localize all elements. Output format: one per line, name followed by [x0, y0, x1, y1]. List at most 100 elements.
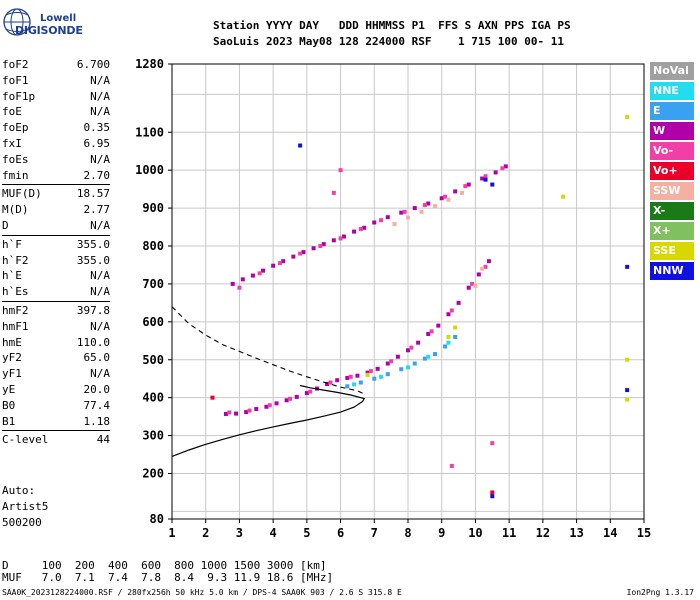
param-row: yE 20.0: [2, 382, 110, 398]
distance-row: D 100 200 400 600 800 1000 1500 3000 [km…: [2, 559, 327, 572]
data-point: [446, 312, 451, 317]
data-point: [470, 281, 475, 286]
data-point: [355, 373, 360, 378]
param-row: foE N/A: [2, 104, 110, 120]
param-value: 110.0: [76, 335, 110, 349]
legend-item-x-: X+: [650, 222, 694, 240]
data-point: [274, 401, 279, 406]
param-label: B0: [2, 398, 16, 412]
param-row: foEs N/A: [2, 152, 110, 168]
data-point: [301, 250, 306, 255]
data-point: [490, 494, 495, 499]
data-point: [395, 354, 400, 359]
data-point: [453, 335, 458, 339]
data-point: [230, 281, 235, 286]
data-point: [476, 272, 481, 277]
param-label: MUF(D): [2, 187, 42, 201]
x-tick-label: 8: [404, 526, 411, 540]
param-label: h`Es: [2, 285, 29, 299]
x-tick-label: 1: [168, 526, 175, 540]
param-label: yE: [2, 382, 16, 396]
param-value: N/A: [90, 285, 110, 299]
param-label: fxI: [2, 136, 22, 150]
data-point: [284, 398, 289, 403]
param-label: B1: [2, 414, 16, 428]
legend-item-e: E: [650, 102, 694, 120]
param-separator: [2, 184, 110, 186]
data-point: [416, 340, 421, 345]
data-point: [365, 372, 370, 377]
legend-item-nnw: NNW: [650, 262, 694, 280]
y-tick-label: 400: [142, 391, 164, 405]
param-value: N/A: [90, 73, 110, 87]
param-separator: [2, 234, 110, 236]
param-separator: [2, 300, 110, 302]
data-point: [321, 242, 326, 247]
param-value: 65.0: [83, 351, 111, 365]
y-tick-label: 1000: [135, 163, 164, 177]
param-label: hmE: [2, 335, 22, 349]
param-row: foEp 0.35: [2, 120, 110, 136]
data-point: [247, 408, 252, 413]
data-point: [449, 463, 454, 468]
digisonde-logo: Lowell DIGISONDE: [2, 4, 83, 44]
param-value: 20.0: [83, 382, 111, 396]
data-point: [503, 164, 508, 169]
data-point: [406, 365, 410, 370]
param-row: M(D) 2.77: [2, 202, 110, 218]
x-tick-label: 14: [603, 526, 617, 540]
data-point: [223, 411, 228, 416]
data-point: [399, 210, 404, 215]
data-point: [453, 189, 458, 194]
data-point: [335, 378, 340, 383]
data-point: [439, 196, 444, 201]
param-value: 44: [96, 433, 110, 447]
param-label: hmF1: [2, 319, 29, 333]
data-point: [352, 229, 357, 234]
param-row: D N/A: [2, 218, 110, 234]
data-point: [625, 397, 630, 402]
param-value: 18.57: [76, 187, 110, 201]
profile-extrapolation: [171, 306, 365, 395]
y-tick-label: 600: [142, 315, 164, 329]
y-tick-label: 900: [142, 201, 164, 215]
y-tick-label: 800: [142, 239, 164, 253]
data-point: [298, 143, 303, 148]
param-label: C-level: [2, 433, 49, 447]
param-value: N/A: [90, 269, 110, 283]
param-row: h`F2 355.0: [2, 253, 110, 269]
data-point: [250, 273, 255, 278]
param-row: C-level 44: [2, 432, 110, 448]
y-tick-label: 200: [142, 467, 164, 481]
legend-item-vo-: Vo+: [650, 162, 694, 180]
param-row: foF1 N/A: [2, 73, 110, 89]
data-point: [406, 215, 410, 220]
param-row: hmF2 397.8: [2, 303, 110, 319]
software-version: Ion2Png 1.3.17: [626, 588, 694, 597]
data-point: [426, 331, 431, 336]
param-label: D: [2, 218, 9, 232]
data-point: [358, 226, 363, 231]
data-point: [453, 325, 458, 330]
param-row: fxI 6.95: [2, 136, 110, 152]
scaled-parameters-panel: foF2 6.700 foF1 N/A foF1p N/A foE N/A foEp 0.35 fx…: [2, 57, 110, 448]
data-point: [493, 170, 498, 175]
legend-item-noval: NoVal: [650, 62, 694, 80]
data-point: [625, 264, 630, 269]
param-value: 6.95: [83, 136, 111, 150]
data-point: [261, 268, 266, 273]
data-point: [385, 215, 390, 220]
param-value: N/A: [90, 319, 110, 333]
y-tick-label: 80: [150, 512, 164, 526]
data-point: [331, 238, 336, 243]
data-point: [392, 222, 397, 227]
param-label: h`F: [2, 237, 22, 251]
data-point: [412, 206, 417, 211]
data-point: [432, 204, 437, 209]
data-point: [375, 366, 380, 371]
data-point: [234, 411, 239, 416]
x-tick-label: 15: [637, 526, 651, 540]
data-point: [264, 404, 269, 409]
data-point: [406, 348, 410, 353]
data-point: [399, 367, 404, 372]
